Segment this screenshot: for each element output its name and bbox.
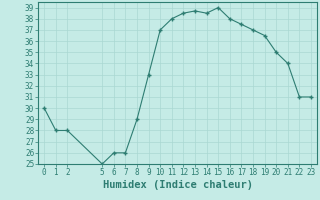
X-axis label: Humidex (Indice chaleur): Humidex (Indice chaleur) [103,180,252,190]
